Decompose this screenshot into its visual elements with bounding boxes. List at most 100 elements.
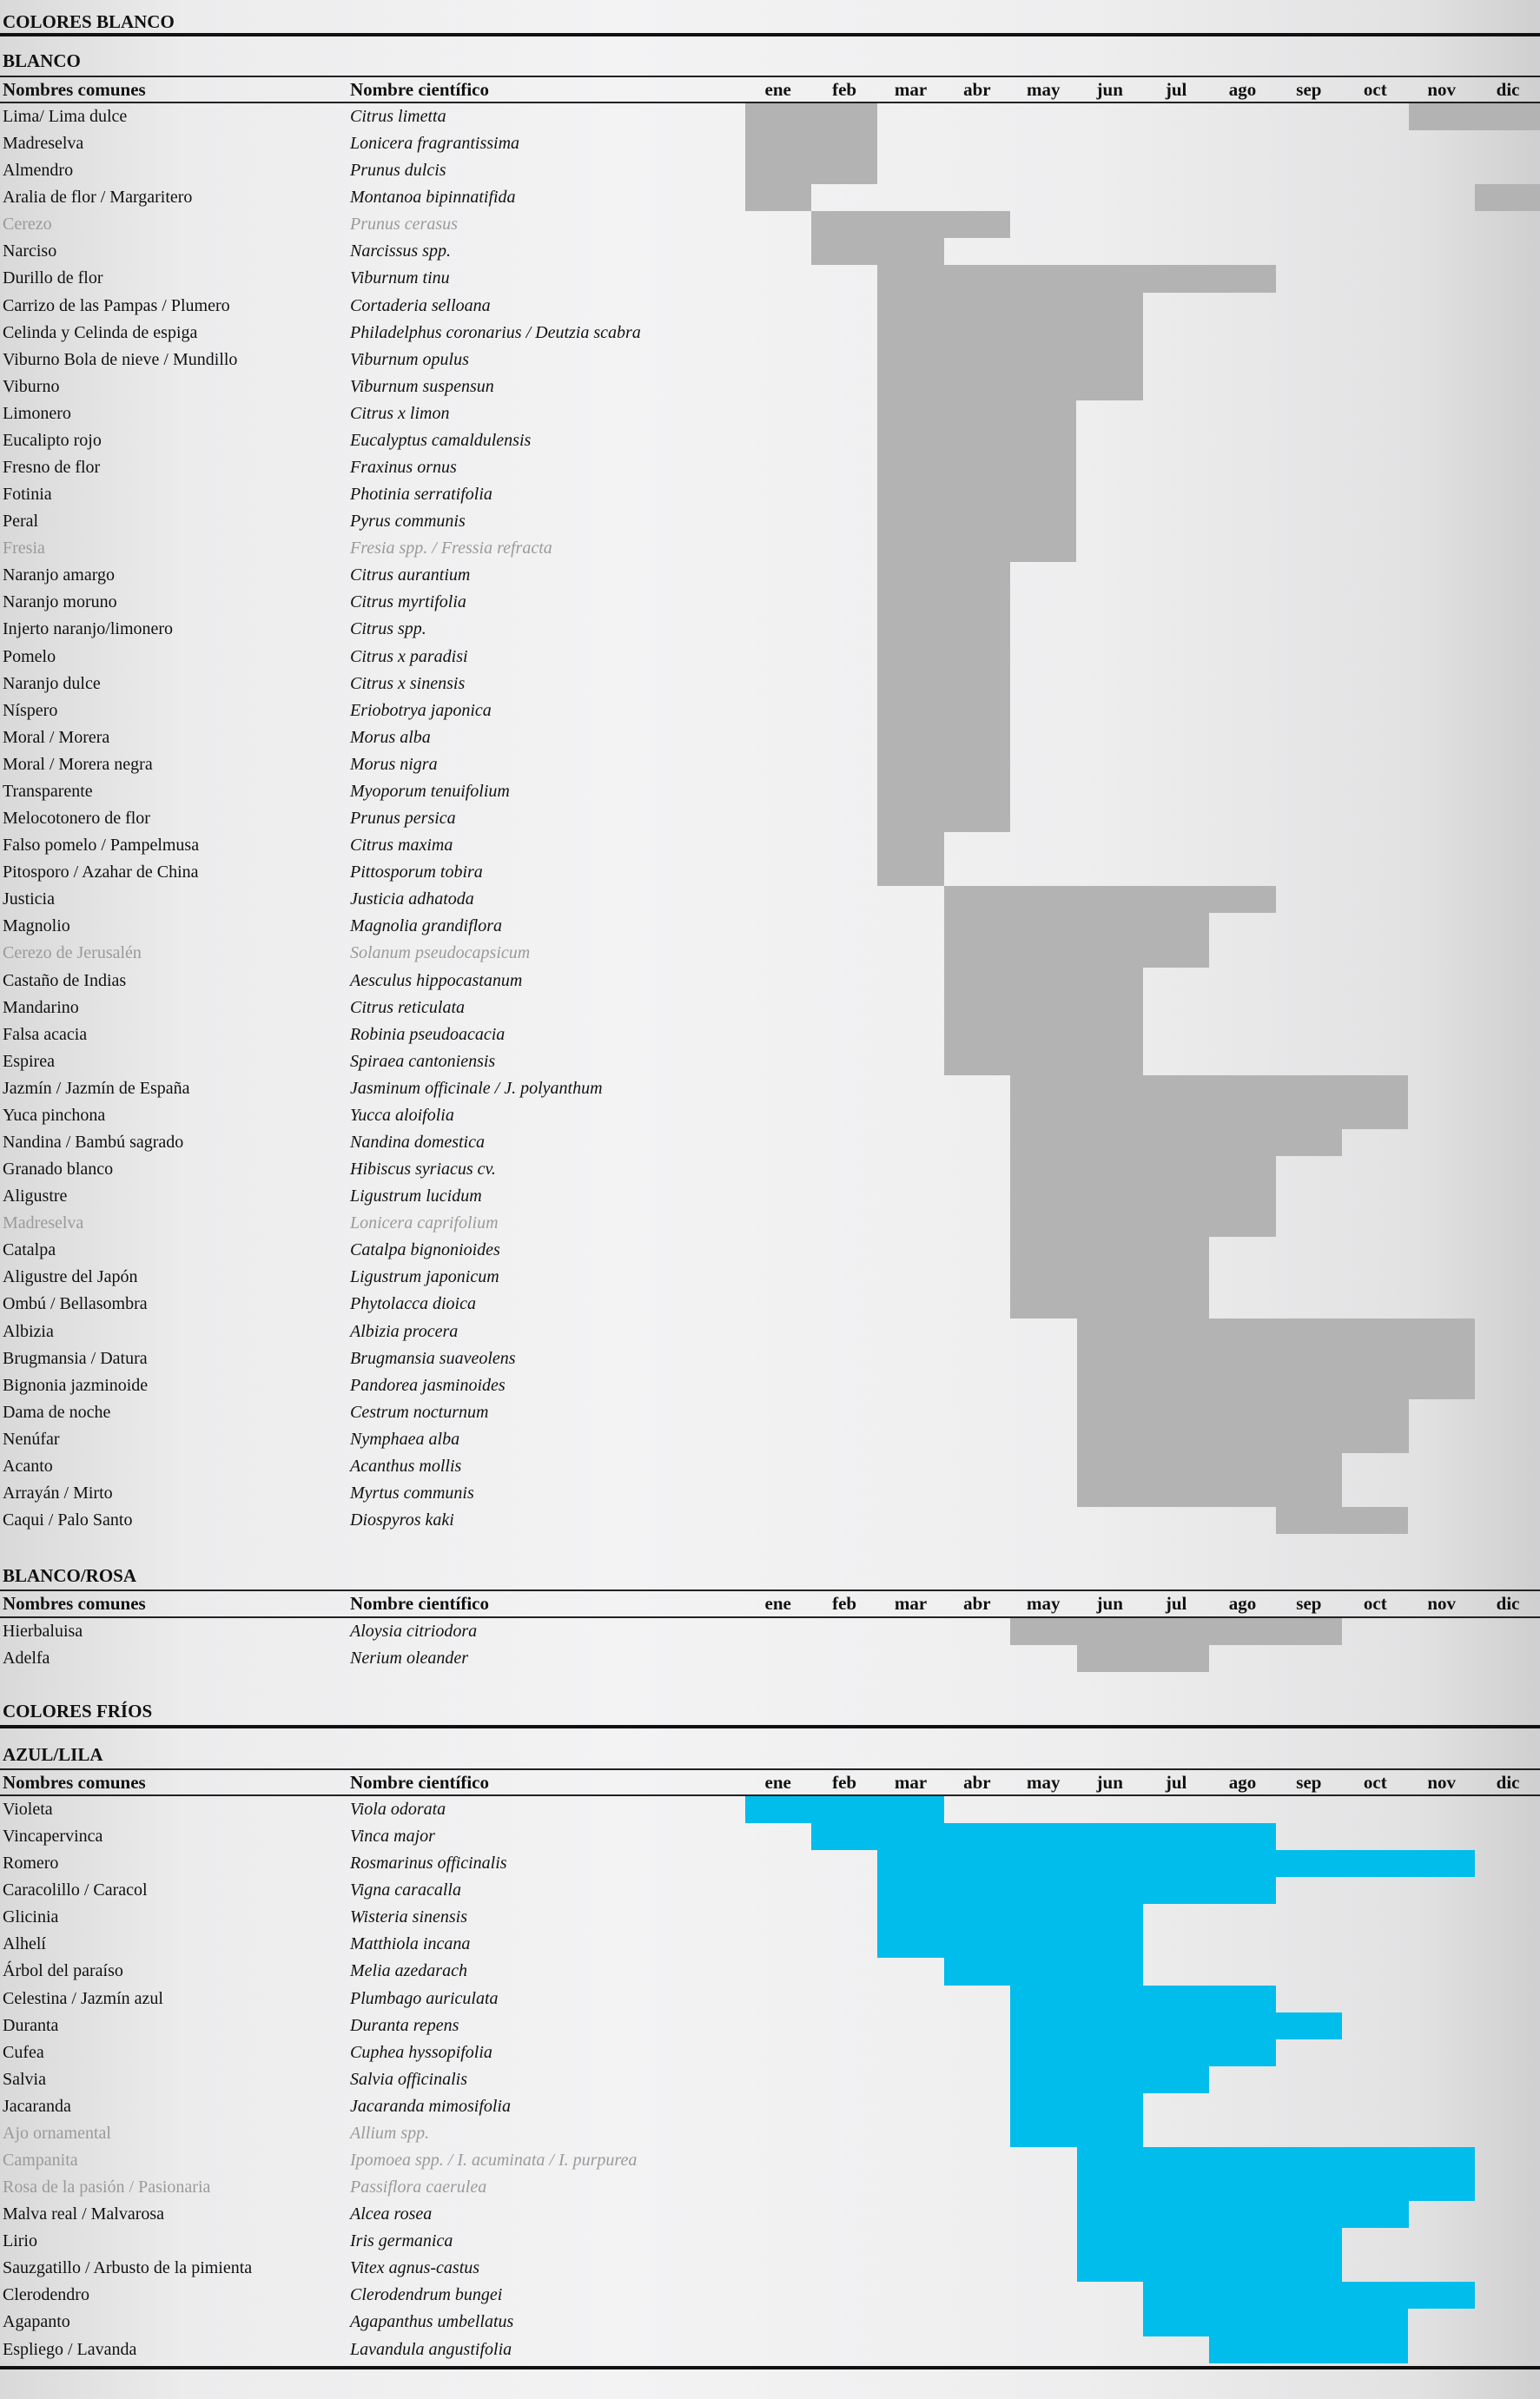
bloom-bar bbox=[877, 292, 1143, 320]
month-header-oct: oct bbox=[1363, 79, 1387, 100]
bloom-bar bbox=[877, 697, 1011, 724]
scientific-name: Pyrus communis bbox=[350, 512, 466, 532]
common-name: Celestina / Jazmín azul bbox=[3, 1988, 163, 2008]
common-name: Aligustre bbox=[3, 1186, 68, 1206]
table-row: Cerezo de Jerusalén Solanum pseudocapsicu… bbox=[0, 940, 1540, 968]
common-name: Espirea bbox=[3, 1051, 55, 1071]
bloom-bar bbox=[877, 1931, 1143, 1959]
common-name: Lima/ Lima dulce bbox=[3, 107, 128, 126]
table-row: Pomelo Citrus x paradisi bbox=[0, 643, 1540, 671]
table-row: Pitosporo / Azahar de China Pittosporum t… bbox=[0, 859, 1540, 887]
bloom-bar bbox=[877, 454, 1077, 482]
common-name: Caracolillo / Caracol bbox=[3, 1880, 148, 1900]
month-header-dic: dic bbox=[1496, 79, 1520, 100]
scientific-name: Phytolacca dioica bbox=[350, 1294, 476, 1314]
header-scientific-name: Nombre científico bbox=[350, 1593, 489, 1614]
common-name: Níspero bbox=[3, 700, 58, 720]
common-name: Justicia bbox=[3, 889, 55, 909]
group-title: BLANCO bbox=[3, 50, 81, 71]
common-name: Naranjo dulce bbox=[3, 673, 101, 693]
header-scientific-name: Nombre científico bbox=[350, 79, 489, 100]
month-header-ene: ene bbox=[764, 1593, 791, 1614]
common-name: Transparente bbox=[3, 781, 93, 801]
month-header-ago: ago bbox=[1228, 1772, 1257, 1793]
table-row: Espirea Spiraea cantoniensis bbox=[0, 1047, 1540, 1075]
group-title: AZUL/LILA bbox=[3, 1744, 103, 1765]
column-header-row: Nombres comunes Nombre científico ene feb ma… bbox=[0, 77, 1540, 102]
table-row: Dama de noche Cestrum nocturnum bbox=[0, 1398, 1540, 1426]
common-name: Yuca pinchona bbox=[3, 1105, 106, 1125]
bloom-bar bbox=[1010, 2039, 1276, 2066]
month-header-mar: mar bbox=[894, 1772, 928, 1793]
bloom-bar bbox=[877, 589, 1011, 617]
table-row: Agapanto Agapanthus umbellatus bbox=[0, 2309, 1540, 2336]
common-name: Espliego / Lavanda bbox=[3, 2339, 137, 2359]
bloom-bar bbox=[1010, 1985, 1276, 2012]
bloom-bar bbox=[1010, 1101, 1409, 1129]
month-header-may: may bbox=[1027, 79, 1061, 100]
bloom-bar bbox=[810, 211, 1011, 239]
common-name: Pomelo bbox=[3, 646, 56, 666]
month-header-nov: nov bbox=[1427, 1772, 1457, 1793]
bloom-bar bbox=[1076, 1425, 1409, 1453]
bloom-bar bbox=[744, 103, 878, 131]
table-row: Viburno Viburnum suspensun bbox=[0, 373, 1540, 400]
common-name: Jazmín / Jazmín de España bbox=[3, 1078, 190, 1098]
table-row: Glicinia Wisteria sinensis bbox=[0, 1904, 1540, 1932]
common-name: Hierbaluisa bbox=[3, 1622, 83, 1641]
bloom-bar bbox=[877, 1850, 1475, 1878]
month-header-oct: oct bbox=[1363, 1593, 1387, 1614]
bloom-bar bbox=[877, 346, 1143, 373]
bloom-bar bbox=[877, 643, 1011, 671]
scientific-name: Jasminum officinale / J. polyanthum bbox=[350, 1078, 603, 1098]
scientific-name: Robinia pseudoacacia bbox=[350, 1024, 506, 1044]
bloom-bar bbox=[877, 481, 1077, 509]
scientific-name: Vigna caracalla bbox=[350, 1880, 461, 1900]
group-rows: Violeta Viola odorata Vincapervinca Vinca m… bbox=[0, 1796, 1540, 2363]
common-name: Nenúfar bbox=[3, 1429, 60, 1449]
table-row: Vincapervinca Vinca major bbox=[0, 1823, 1540, 1851]
table-row: Falsa acacia Robinia pseudoacacia bbox=[0, 1021, 1540, 1048]
bloom-bar bbox=[1275, 1507, 1409, 1535]
scientific-name: Prunus persica bbox=[350, 809, 456, 829]
scientific-name: Spiraea cantoniensis bbox=[350, 1051, 496, 1071]
scientific-name: Citrus x limon bbox=[350, 403, 450, 423]
bloom-bar bbox=[1142, 2309, 1409, 2336]
scientific-name: Fresia spp. / Fressia refracta bbox=[350, 539, 552, 558]
bloom-bar bbox=[877, 535, 1077, 563]
scientific-name: Lonicera caprifolium bbox=[350, 1213, 499, 1233]
common-name: Moral / Morera negra bbox=[3, 754, 153, 774]
scientific-name: Acanthus mollis bbox=[350, 1456, 462, 1476]
bloom-bar bbox=[877, 832, 944, 860]
table-row: Cerezo Prunus cerasus bbox=[0, 211, 1540, 239]
common-name: Rosa de la pasión / Pasionaria bbox=[3, 2178, 211, 2197]
bloom-bar bbox=[877, 1904, 1143, 1932]
common-name: Brugmansia / Datura bbox=[3, 1348, 148, 1368]
common-name: Viburno Bola de nieve / Mundillo bbox=[3, 349, 238, 369]
common-name: Madreselva bbox=[3, 134, 84, 154]
table-row: Caqui / Palo Santo Diospyros kaki bbox=[0, 1507, 1540, 1535]
bloom-bar bbox=[877, 373, 1143, 400]
table-row: Rosa de la pasión / Pasionaria Passiflora… bbox=[0, 2174, 1540, 2202]
bottom-divider bbox=[0, 2366, 1540, 2369]
scientific-name: Cortaderia selloana bbox=[350, 295, 491, 315]
common-name: Campanita bbox=[3, 2151, 78, 2171]
table-row: Jacaranda Jacaranda mimosifolia bbox=[0, 2092, 1540, 2120]
month-header-abr: abr bbox=[963, 1772, 991, 1793]
group-title: BLANCO/ROSA bbox=[3, 1565, 137, 1586]
table-row: Espliego / Lavanda Lavandula angustifolia bbox=[0, 2336, 1540, 2363]
table-row: Aralia de flor / Margaritero Montanoa bip… bbox=[0, 184, 1540, 212]
bloom-bar bbox=[1076, 2147, 1475, 2175]
month-header-may: may bbox=[1027, 1593, 1061, 1614]
scientific-name: Montanoa bipinnatifida bbox=[350, 188, 516, 208]
common-name: Aralia de flor / Margaritero bbox=[3, 188, 193, 208]
common-name: Albizia bbox=[3, 1321, 54, 1341]
table-row: Alhelí Matthiola incana bbox=[0, 1931, 1540, 1959]
scientific-name: Citrus x sinensis bbox=[350, 673, 466, 693]
scientific-name: Agapanthus umbellatus bbox=[350, 2312, 514, 2332]
bloom-bar bbox=[877, 750, 1011, 778]
scientific-name: Viola odorata bbox=[350, 1800, 446, 1819]
table-row: Transparente Myoporum tenuifolium bbox=[0, 777, 1540, 806]
bloom-bar bbox=[1010, 1128, 1343, 1157]
month-header-ago: ago bbox=[1228, 79, 1257, 100]
